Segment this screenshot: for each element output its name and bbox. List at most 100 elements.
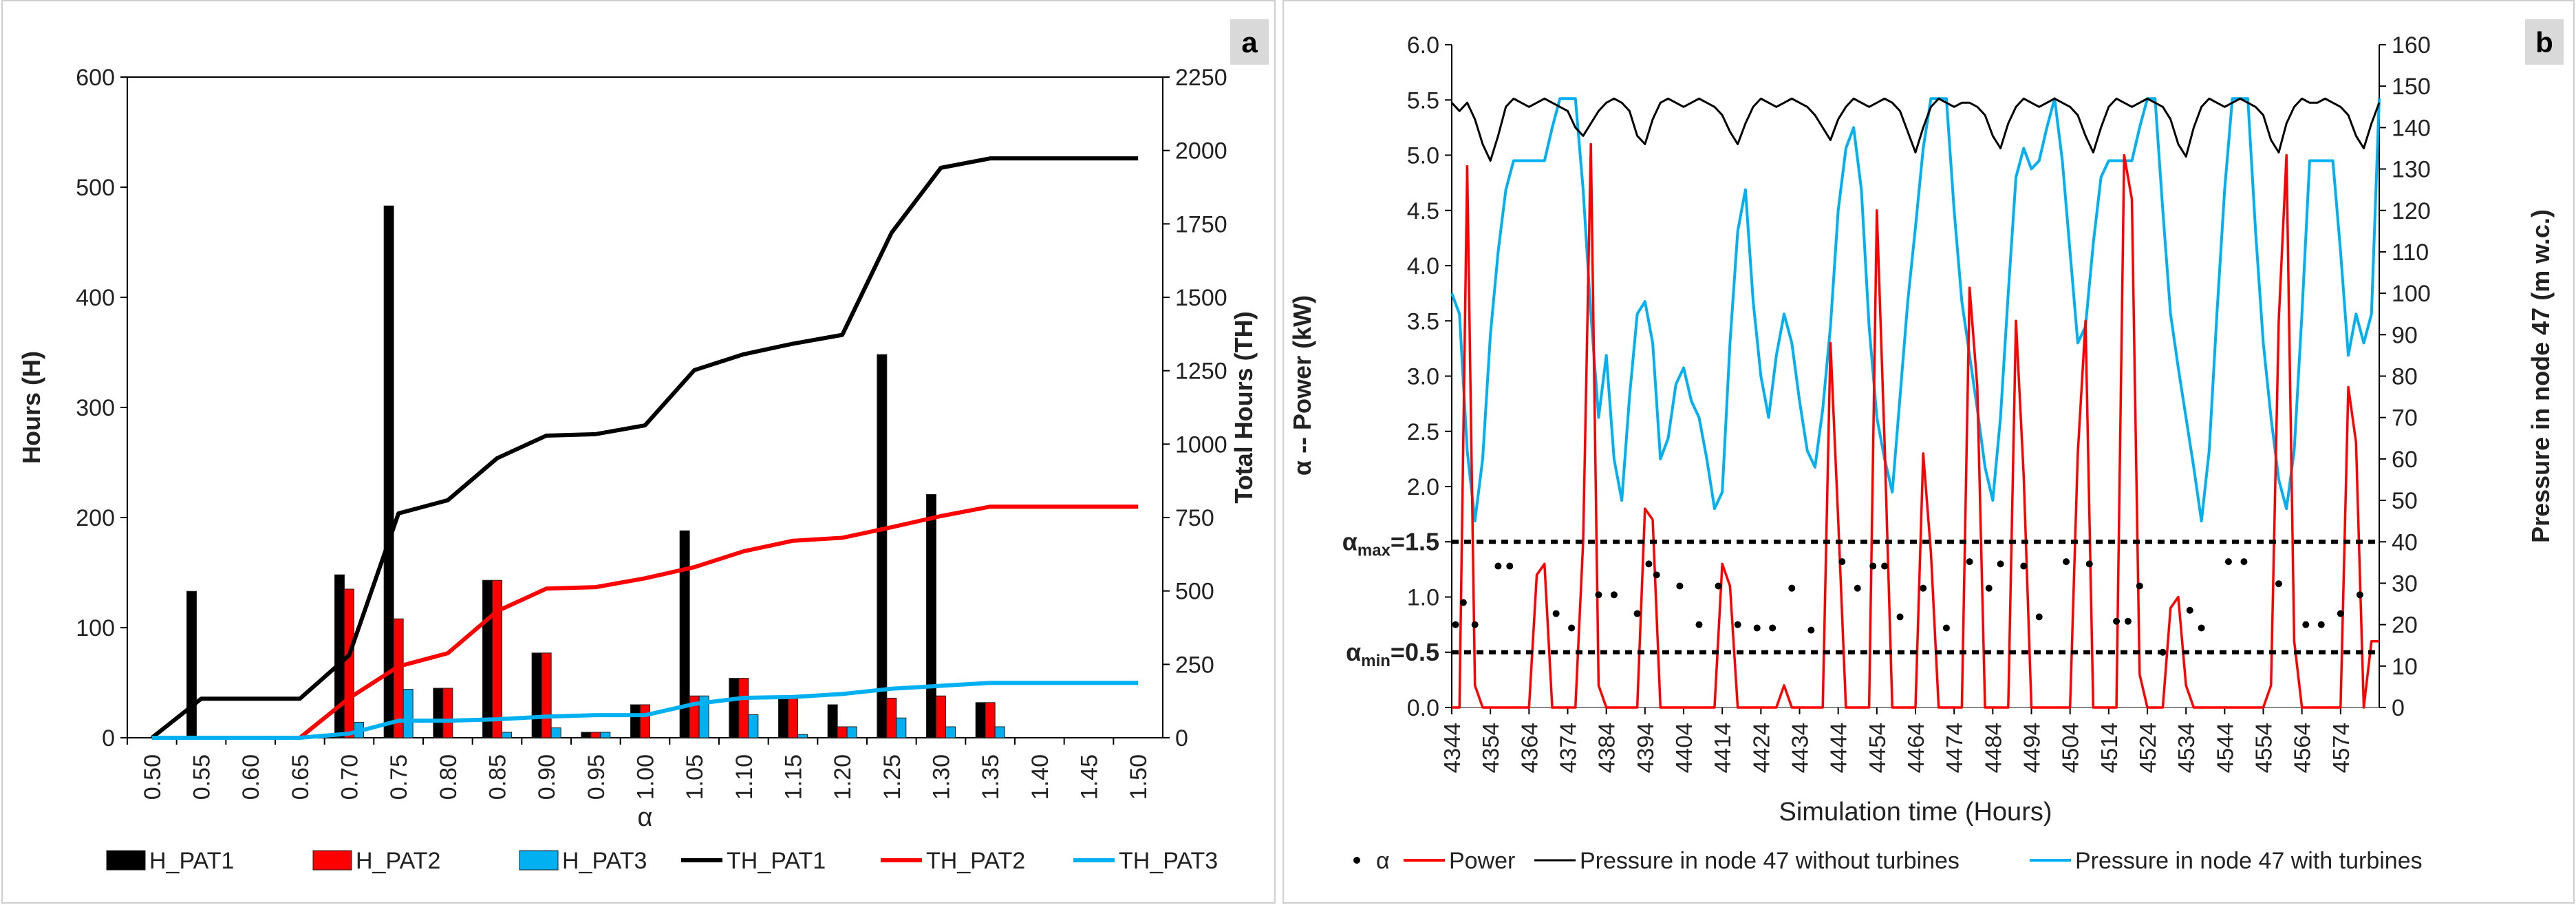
- alpha-point: [1633, 610, 1641, 617]
- alpha-point: [1695, 621, 1703, 628]
- x-tick-label: 0.75: [386, 754, 412, 800]
- x-tick-label: 1.45: [1077, 754, 1103, 800]
- bar-h_pat1: [729, 678, 740, 738]
- y-left-tick-label: 5.0: [1407, 143, 1439, 169]
- x-tick-label: 4394: [1633, 723, 1658, 773]
- alpha-min-label: αmin=0.5: [1346, 638, 1439, 670]
- legend-label-th_pat1: TH_PAT1: [727, 848, 826, 874]
- y-left-tick-label: 4.0: [1407, 253, 1439, 279]
- y-right-tick-label: 160: [2392, 32, 2431, 58]
- x-tick-label: 4544: [2212, 723, 2237, 773]
- legend-swatch-alpha: [1353, 857, 1360, 864]
- alpha-point: [2317, 621, 2325, 628]
- bar-h_pat2: [788, 697, 798, 738]
- bar-h_pat1: [630, 704, 641, 738]
- bar-h_pat1: [778, 697, 788, 738]
- y-left-tick-label: 0.0: [1407, 695, 1439, 721]
- alpha-max-label-bg: [1349, 525, 1442, 557]
- alpha-point: [1610, 591, 1618, 599]
- x-tick-label: 1.35: [978, 754, 1004, 800]
- bar-h_pat2: [886, 697, 897, 738]
- alpha-point: [1997, 560, 2004, 568]
- bar-h_pat1: [926, 493, 936, 738]
- bar-h_pat2: [541, 652, 552, 738]
- legend-label-th_pat2: TH_PAT2: [926, 848, 1025, 874]
- y-left-tick-label: 0: [102, 725, 115, 752]
- alpha-point: [2136, 582, 2143, 590]
- alpha-point: [1676, 582, 1684, 590]
- y-right-tick-label: 0: [1175, 725, 1188, 752]
- bar-h_pat3: [945, 726, 956, 738]
- line-pressure-with-turbines: [1450, 97, 2381, 523]
- panel-b-badge-bg: [2525, 19, 2564, 65]
- alpha-point: [1881, 562, 1889, 570]
- x-tick-label: 4424: [1748, 723, 1774, 773]
- y-right-tick-label: 80: [2392, 364, 2418, 390]
- legend-label-pressure-without: Pressure in node 47 without turbines: [1580, 848, 1960, 874]
- bar-h_pat2: [936, 695, 946, 738]
- legend-swatch-h_pat1: [106, 850, 146, 871]
- x-tick-label: 4484: [1980, 723, 2006, 773]
- alpha-point: [2240, 558, 2248, 566]
- bar-h_pat1: [827, 704, 838, 738]
- line-th_pat3: [151, 681, 1139, 740]
- bar-h_pat2: [985, 702, 996, 738]
- alpha-point: [1459, 599, 1467, 606]
- alpha-point: [1552, 610, 1560, 617]
- bar-h_pat1: [383, 205, 394, 738]
- legend-label-pressure-with: Pressure in node 47 with turbines: [2075, 848, 2423, 874]
- alpha-point: [1471, 621, 1479, 628]
- bar-h_pat1: [482, 579, 493, 738]
- alpha-point: [1753, 624, 1761, 632]
- line-th_pat2: [151, 504, 1139, 740]
- alpha-point: [2275, 580, 2282, 588]
- y-right-tick-label: 1000: [1175, 432, 1227, 458]
- x-tick-label: 4454: [1865, 723, 1890, 773]
- bar-h_pat2: [344, 588, 354, 738]
- y-right-tick-label: 130: [2392, 157, 2431, 183]
- alpha-point: [2113, 617, 2121, 625]
- bar-h_pat3: [550, 727, 561, 738]
- chart-b: 0.00.51.01.52.02.53.03.54.04.55.05.56.00…: [1288, 19, 2564, 874]
- x-tick-label: 4474: [1942, 723, 1967, 773]
- x-tick-label: 1.00: [633, 754, 659, 800]
- alpha-point: [2337, 610, 2344, 617]
- alpha-point: [2356, 591, 2363, 599]
- x-tick-label: 1.15: [781, 754, 807, 800]
- bar-h_pat2: [837, 726, 848, 738]
- alpha-point: [1494, 562, 1502, 570]
- alpha-min-label-bg: [1349, 635, 1442, 668]
- y-right-tick-label: 1250: [1175, 359, 1227, 385]
- x-tick-label: 4554: [2251, 723, 2277, 773]
- legend-label-alpha: α: [1376, 848, 1390, 874]
- x-tick-label: 0.80: [436, 754, 462, 800]
- y-left-tick-label: 5.5: [1407, 87, 1439, 114]
- x-tick-label: 0.70: [337, 754, 363, 800]
- bar-h_pat3: [698, 695, 709, 738]
- x-tick-label: 4494: [2019, 723, 2045, 773]
- bar-h_pat1: [531, 652, 542, 738]
- y-right-axis-title: Pressure in node 47 (m w.c.): [2526, 209, 2555, 543]
- alpha-point: [1715, 582, 1722, 590]
- x-tick-label: 4434: [1788, 723, 1813, 773]
- y-left-axis-title: α -- Power (kW): [1288, 295, 1316, 476]
- y-left-tick-label: 500: [76, 175, 115, 201]
- bar-h_pat3: [748, 714, 759, 738]
- alpha-point: [2124, 617, 2132, 625]
- x-tick-label: 4374: [1556, 723, 1581, 773]
- x-tick-label: 0.55: [189, 754, 215, 800]
- alpha-point: [1896, 613, 1904, 621]
- alpha-point: [1568, 624, 1576, 632]
- bar-h_pat1: [679, 530, 690, 738]
- alpha-point: [1788, 584, 1796, 592]
- y-right-tick-label: 20: [2392, 613, 2418, 639]
- alpha-point: [2186, 606, 2193, 614]
- alpha-point: [1869, 562, 1877, 570]
- bar-h_pat3: [402, 689, 414, 738]
- y-left-tick-label: 600: [76, 65, 115, 91]
- x-tick-label: 4414: [1710, 723, 1735, 773]
- panel-b-badge: b: [2535, 26, 2553, 58]
- bar-h_pat3: [846, 726, 857, 738]
- alpha-point: [1595, 591, 1602, 599]
- x-tick-label: 4464: [1903, 723, 1929, 773]
